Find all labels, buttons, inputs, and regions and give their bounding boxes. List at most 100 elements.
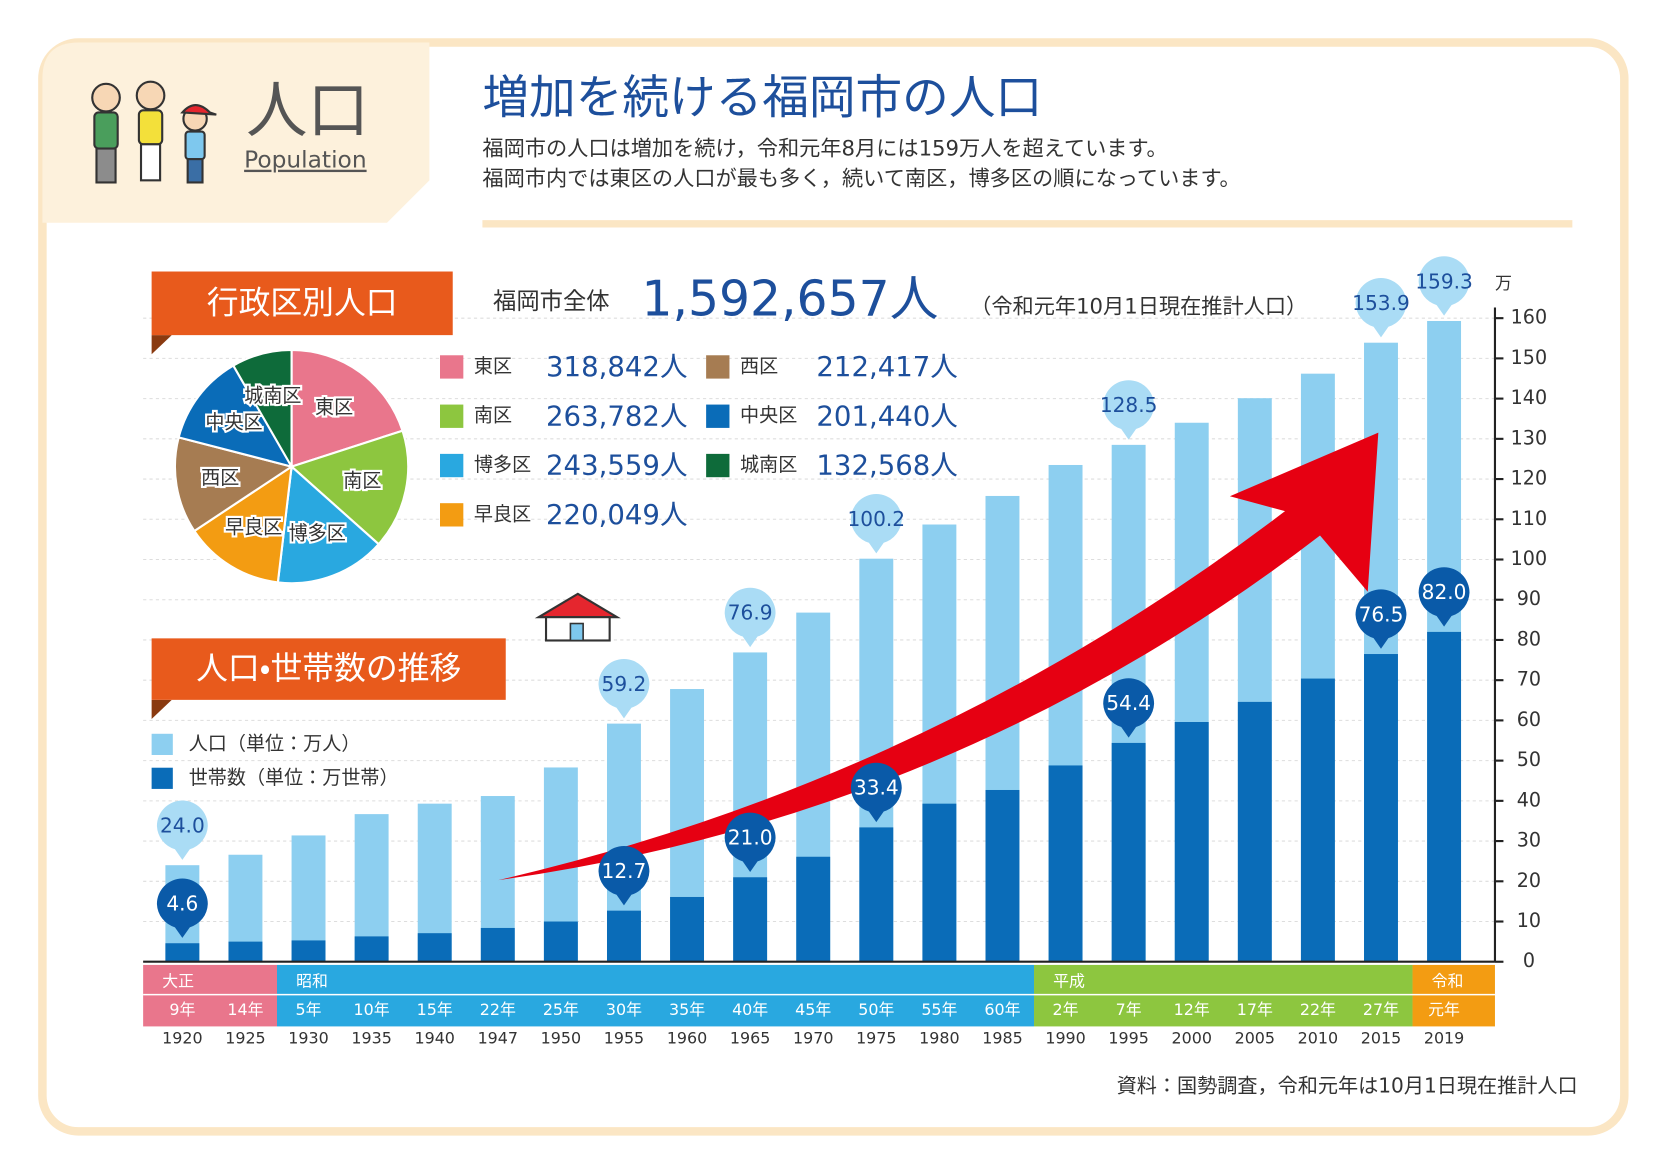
value-label: 76.5 [1359, 602, 1404, 626]
x-tick-label: 2000 [1172, 1029, 1212, 1048]
value-label: 153.9 [1352, 291, 1410, 315]
legend-value: 220,049人 [546, 499, 687, 531]
legend-label: 城南区 [740, 454, 797, 476]
y-tick-label: 80 [1517, 628, 1541, 650]
house-icon [534, 592, 621, 642]
callout-bubble [1103, 678, 1155, 738]
y-tick-label: 110 [1511, 508, 1547, 530]
era-year: 5年 [296, 1000, 322, 1019]
bar [1174, 722, 1209, 962]
bar [1237, 701, 1272, 962]
total-label: 福岡市全体 [493, 288, 610, 315]
value-label: 128.5 [1100, 393, 1158, 417]
x-tick-label: 1995 [1108, 1029, 1148, 1048]
era-year: 14年 [227, 1000, 263, 1019]
era-name: 大正 [162, 971, 194, 990]
legend-swatch [151, 767, 173, 789]
value-label: 54.4 [1106, 691, 1151, 715]
value-label: 33.4 [854, 776, 899, 800]
bar [543, 921, 578, 962]
legend-label: 西区 [740, 355, 778, 377]
x-tick-label: 1925 [225, 1029, 265, 1048]
callout-bubble [724, 587, 776, 648]
section-header [151, 271, 453, 336]
era-band [1034, 964, 1413, 1027]
bar [1364, 654, 1398, 962]
era-year: 25年 [543, 1000, 579, 1019]
slice-label: 東区 [315, 397, 353, 419]
callout-bubble [724, 812, 776, 872]
era-year: 7年 [1116, 1000, 1142, 1019]
x-tick-label: 1975 [856, 1029, 896, 1048]
legend-swatch [440, 404, 464, 428]
legend-label: 東区 [474, 355, 512, 377]
legend-label: 世帯数（単位：万世帯） [189, 767, 399, 789]
slice-label: 西区 [201, 467, 239, 489]
value-label: 21.0 [728, 826, 773, 850]
callout-bubble [1355, 589, 1407, 649]
legend-swatch [706, 355, 730, 379]
x-tick-label: 1980 [919, 1029, 959, 1048]
era-year: 30年 [606, 1000, 642, 1019]
era-year: 10年 [354, 1000, 390, 1019]
value-label: 24.0 [160, 814, 205, 838]
pie-slice [289, 429, 410, 546]
y-tick-label: 30 [1517, 830, 1541, 852]
era-year: 2年 [1053, 1000, 1079, 1019]
bar [1048, 765, 1083, 962]
slice-label: 早良区 [225, 517, 282, 539]
bar [291, 940, 326, 962]
callout-bubble [598, 658, 650, 719]
note: （令和元年10月1日現在推計人口） [970, 294, 1307, 319]
y-tick-label: 20 [1517, 870, 1541, 892]
legend-swatch [440, 453, 464, 478]
bar [606, 910, 641, 962]
era-year: 9年 [169, 1000, 195, 1019]
x-tick-label: 1935 [351, 1029, 391, 1048]
x-tick-label: 1965 [730, 1029, 770, 1048]
callout-bubble [1418, 256, 1470, 316]
era-year: 35年 [669, 1000, 705, 1019]
axes: 0 10 20 30 40 50 60 70 80 90 100 110 120 130 140 150 160… [143, 273, 1547, 1048]
x-tick-label: 2019 [1424, 1029, 1464, 1048]
bar [670, 896, 705, 962]
era-year: 22年 [480, 1000, 516, 1019]
bar [985, 789, 1020, 962]
y-tick-label: 70 [1517, 669, 1541, 691]
bar [1300, 678, 1335, 962]
bar [1427, 631, 1462, 962]
era-year: 27年 [1363, 1000, 1399, 1019]
pie-slice [177, 364, 294, 469]
pie-title: 行政区別人口 [207, 284, 398, 321]
slice-label: 城南区 [244, 385, 301, 407]
x-tick-label: 1930 [288, 1029, 328, 1048]
legend-label: 博多区 [474, 454, 531, 476]
trend-arrow [498, 432, 1379, 881]
legend-swatch [706, 404, 730, 428]
bar [165, 943, 200, 962]
legend-swatch [706, 453, 730, 478]
era-band [1412, 964, 1495, 1027]
x-tick-label: 1950 [541, 1029, 581, 1048]
bar [228, 941, 263, 962]
value-label: 76.9 [728, 601, 773, 625]
source: 資料：国勢調査，令和元年は10月1日現在推計人口 [1117, 1073, 1578, 1097]
header-title-jp: 人口 [246, 75, 369, 147]
legend-swatch [440, 503, 464, 527]
bar [859, 827, 894, 962]
bar [480, 927, 515, 962]
bars [165, 320, 1462, 962]
bar [922, 803, 957, 962]
callout-bubble [156, 878, 208, 938]
bar [354, 936, 389, 962]
bar [1111, 742, 1146, 962]
x-tick-label: 1955 [604, 1029, 644, 1048]
era-year: 元年 [1428, 1000, 1460, 1019]
x-tick-label: 1920 [162, 1029, 202, 1048]
description-line: 福岡市の人口は増加を続け，令和元年8月には159万人を超えています。 [482, 136, 1167, 161]
x-tick-label: 1940 [414, 1029, 454, 1048]
callout-bubble [598, 845, 650, 906]
